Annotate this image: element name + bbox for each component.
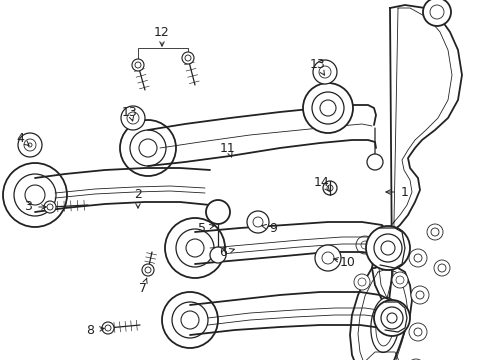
Circle shape xyxy=(366,226,410,270)
Ellipse shape xyxy=(371,298,399,352)
Text: 7: 7 xyxy=(139,282,147,294)
Circle shape xyxy=(322,252,334,264)
Circle shape xyxy=(381,307,403,329)
Circle shape xyxy=(392,272,408,288)
Circle shape xyxy=(247,211,269,233)
Circle shape xyxy=(430,5,444,19)
Circle shape xyxy=(381,241,395,255)
Circle shape xyxy=(47,204,53,210)
Circle shape xyxy=(407,359,425,360)
Circle shape xyxy=(185,55,191,61)
Circle shape xyxy=(120,120,176,176)
Text: 2: 2 xyxy=(134,189,142,202)
Text: 10: 10 xyxy=(340,256,356,269)
Circle shape xyxy=(28,143,32,147)
Circle shape xyxy=(414,328,422,336)
Circle shape xyxy=(323,181,337,195)
Circle shape xyxy=(162,292,218,348)
Circle shape xyxy=(3,163,67,227)
Circle shape xyxy=(387,313,397,323)
Circle shape xyxy=(24,139,36,151)
Circle shape xyxy=(253,217,263,227)
Circle shape xyxy=(427,224,443,240)
Circle shape xyxy=(127,112,139,124)
Text: 1: 1 xyxy=(401,185,409,198)
Circle shape xyxy=(186,239,204,257)
Circle shape xyxy=(145,267,151,273)
Circle shape xyxy=(374,234,402,262)
Circle shape xyxy=(172,302,208,338)
Circle shape xyxy=(312,92,344,124)
Circle shape xyxy=(391,246,399,254)
Circle shape xyxy=(130,130,166,166)
Circle shape xyxy=(315,245,341,271)
Circle shape xyxy=(105,325,111,331)
Circle shape xyxy=(354,274,370,290)
Circle shape xyxy=(386,241,404,259)
Circle shape xyxy=(182,52,194,64)
Circle shape xyxy=(358,278,366,286)
Text: 14: 14 xyxy=(314,175,330,189)
Circle shape xyxy=(25,185,45,205)
Circle shape xyxy=(319,66,331,78)
Circle shape xyxy=(374,300,410,336)
Circle shape xyxy=(121,106,145,130)
Circle shape xyxy=(303,83,353,133)
Circle shape xyxy=(210,247,226,263)
Circle shape xyxy=(102,322,114,334)
Circle shape xyxy=(356,236,374,254)
Text: 13: 13 xyxy=(310,58,326,72)
Circle shape xyxy=(142,264,154,276)
Circle shape xyxy=(313,60,337,84)
Circle shape xyxy=(165,218,225,278)
Circle shape xyxy=(361,241,369,249)
Text: 12: 12 xyxy=(154,26,170,39)
Circle shape xyxy=(139,139,157,157)
Circle shape xyxy=(431,228,439,236)
Text: 6: 6 xyxy=(219,247,227,260)
Circle shape xyxy=(423,0,451,26)
Ellipse shape xyxy=(376,304,394,346)
Text: 11: 11 xyxy=(220,141,236,154)
Circle shape xyxy=(438,264,446,272)
Circle shape xyxy=(409,249,427,267)
Circle shape xyxy=(434,260,450,276)
Text: 4: 4 xyxy=(16,131,24,144)
Text: 8: 8 xyxy=(86,324,94,337)
Circle shape xyxy=(44,201,56,213)
Text: 9: 9 xyxy=(269,221,277,234)
Text: 5: 5 xyxy=(198,221,206,234)
Circle shape xyxy=(416,291,424,299)
Circle shape xyxy=(18,133,42,157)
Circle shape xyxy=(327,185,333,191)
Circle shape xyxy=(135,62,141,68)
Circle shape xyxy=(181,311,199,329)
Circle shape xyxy=(14,174,56,216)
Circle shape xyxy=(409,323,427,341)
Circle shape xyxy=(176,229,214,267)
Circle shape xyxy=(206,200,230,224)
Circle shape xyxy=(320,100,336,116)
Text: 13: 13 xyxy=(122,105,138,118)
Circle shape xyxy=(414,254,422,262)
Circle shape xyxy=(396,276,404,284)
Circle shape xyxy=(132,59,144,71)
Circle shape xyxy=(367,154,383,170)
Text: 3: 3 xyxy=(24,201,32,213)
Circle shape xyxy=(411,286,429,304)
